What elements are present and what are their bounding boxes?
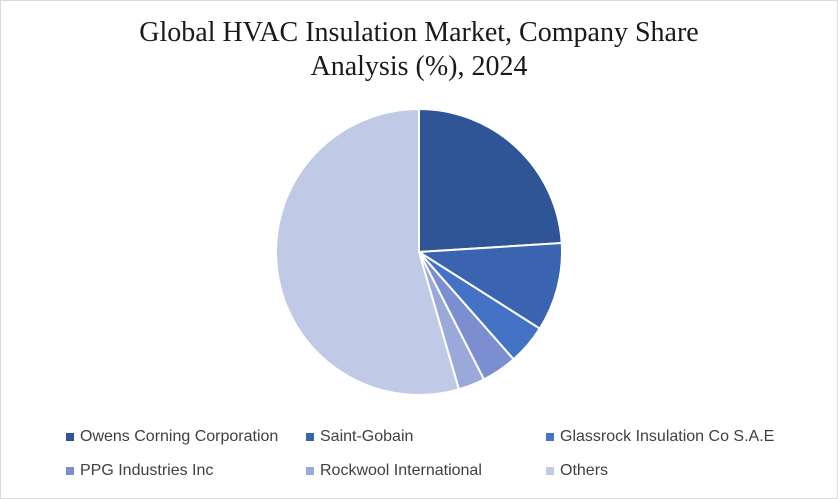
legend-swatch — [546, 467, 554, 475]
legend-label: PPG Industries Inc — [80, 462, 214, 479]
legend-label: Owens Corning Corporation — [80, 428, 279, 445]
pie-slice-saint-gobain — [415, 241, 564, 331]
legend-swatch — [306, 433, 314, 441]
legend-swatch — [66, 433, 74, 441]
legend-item-ppg-industries: PPG Industries Inc — [66, 461, 213, 481]
legend-label: Glassrock Insulation Co S.A.E — [560, 428, 775, 445]
legend-swatch — [66, 467, 74, 475]
chart-title-line-2: Analysis (%), 2024 — [310, 51, 528, 82]
legend-swatch — [306, 467, 314, 475]
pie-slice-owens-corning-corporation — [418, 107, 563, 254]
legend-item-rockwool: Rockwool International — [306, 461, 482, 481]
chart-title-line-1: Global HVAC Insulation Market, Company S… — [139, 17, 699, 48]
legend-swatch — [546, 433, 554, 441]
legend-label: Rockwool International — [320, 462, 482, 479]
legend-label: Others — [560, 462, 609, 479]
legend-item-glassrock: Glassrock Insulation Co S.A.E — [546, 427, 774, 447]
legend-item-others: Others — [546, 461, 608, 481]
pie-slice-others — [274, 107, 461, 396]
legend-label: Saint-Gobain — [320, 428, 414, 445]
legend-item-saint-gobain: Saint-Gobain — [306, 427, 413, 447]
legend-item-owens-corning: Owens Corning Corporation — [66, 427, 278, 447]
chart-title: Global HVAC Insulation Market, Company S… — [0, 16, 838, 84]
